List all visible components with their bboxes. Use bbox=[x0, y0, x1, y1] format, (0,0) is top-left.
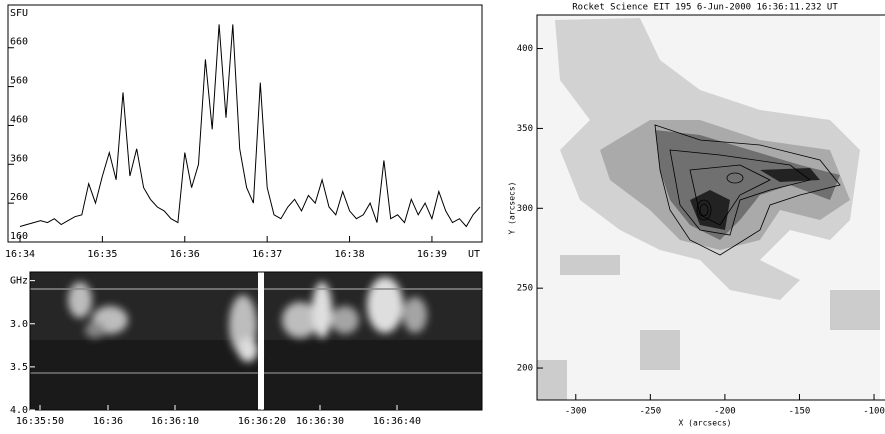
y-tick-label: 360 bbox=[10, 153, 28, 164]
y-axis-label: SFU bbox=[10, 8, 28, 19]
y-tick-label: 350 bbox=[517, 124, 533, 134]
y-axis-label: Y (arcsecs) bbox=[508, 182, 517, 235]
x-tick-label: -100 bbox=[863, 407, 885, 417]
x-tick-label: 16:36:40 bbox=[373, 416, 421, 427]
y-tick-label: 560 bbox=[10, 76, 28, 87]
x-tick-label: -250 bbox=[639, 407, 661, 417]
spectrogram-image bbox=[30, 272, 482, 410]
x-tick-label: -150 bbox=[789, 407, 811, 417]
x-tick-label: 16:36 bbox=[93, 416, 123, 427]
x-tick-label: -200 bbox=[714, 407, 736, 417]
x-tick-label: 16:37 bbox=[252, 249, 282, 260]
y-tick-label: 660 bbox=[10, 37, 28, 48]
y-tick-label: 460 bbox=[10, 114, 28, 125]
y-tick-label: 3.0 bbox=[10, 319, 28, 330]
y-tick-label: 4.0 bbox=[10, 405, 28, 416]
y-tick-label: 200 bbox=[517, 364, 533, 374]
x-tick-label: 16:34 bbox=[5, 249, 35, 260]
plot-frame bbox=[7, 4, 483, 243]
x-tick-label: 16:36:10 bbox=[151, 416, 199, 427]
x-tick-label: 16:39 bbox=[417, 249, 447, 260]
eit-image bbox=[537, 15, 880, 400]
x-tick-label: 16:38 bbox=[334, 249, 364, 260]
x-axis-label: X (arcsecs) bbox=[679, 419, 732, 428]
x-tick-label: 16:36:20 bbox=[238, 416, 286, 427]
plot-frame bbox=[29, 271, 483, 411]
y-tick-label: 250 bbox=[517, 284, 533, 294]
x-tick-label: 16:36:30 bbox=[296, 416, 344, 427]
x-tick-label: 16:35 bbox=[87, 249, 117, 260]
flux-line bbox=[19, 24, 481, 228]
y-tick-label: 3.5 bbox=[10, 362, 28, 373]
y-tick-label: 160 bbox=[10, 231, 28, 242]
y-tick-label: GHz bbox=[10, 276, 28, 287]
y-tick-label: 260 bbox=[10, 192, 28, 203]
x-tick-label: 16:36 bbox=[170, 249, 200, 260]
plot-frame bbox=[536, 14, 885, 401]
x-axis-label: UT bbox=[468, 249, 480, 260]
chart-title: Rocket Science EIT 195 6-Jun-2000 16:36:… bbox=[572, 3, 838, 13]
x-tick-label: -300 bbox=[565, 407, 587, 417]
x-tick-label: 16:35:50 bbox=[16, 416, 64, 427]
y-tick-label: 400 bbox=[517, 44, 533, 54]
y-tick-label: 300 bbox=[517, 204, 533, 214]
